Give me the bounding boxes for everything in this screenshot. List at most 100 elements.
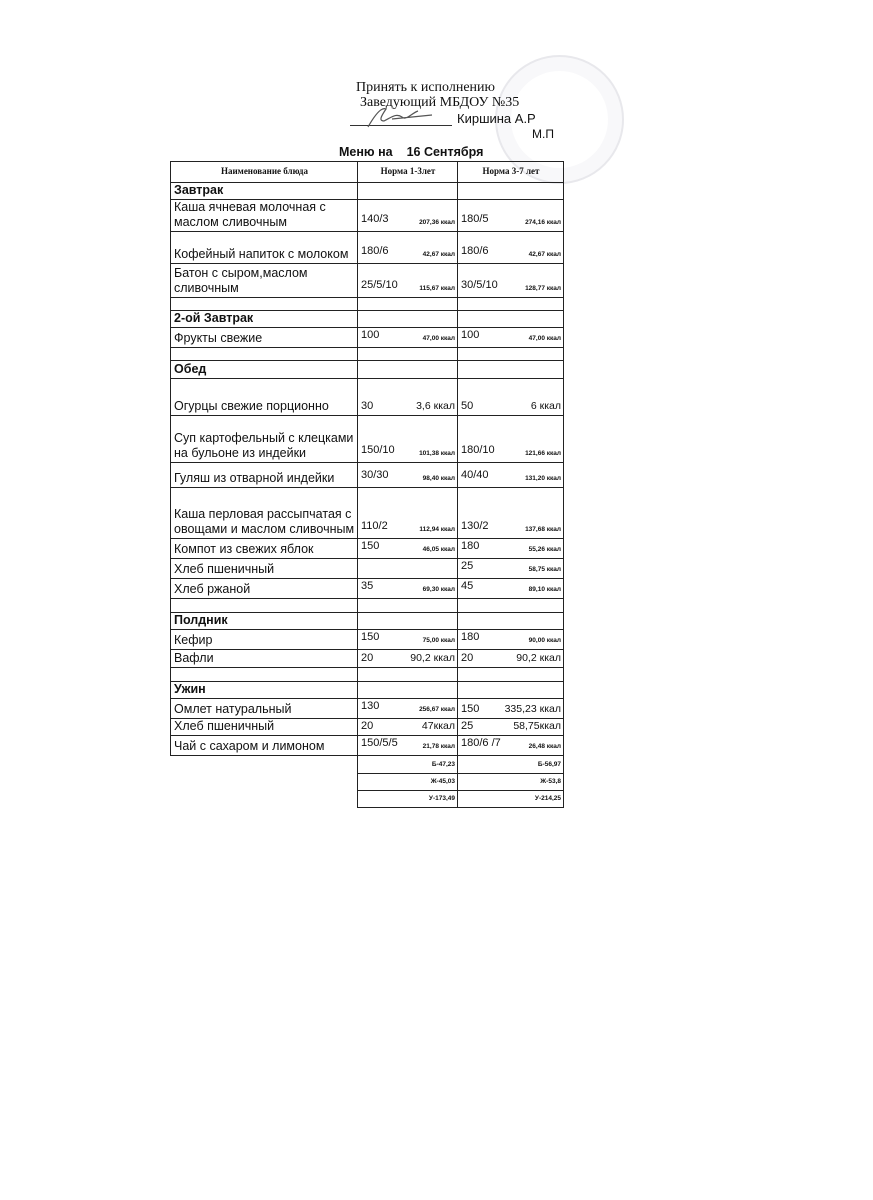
norm-3-7-cell: 180/6 42,67 ккал: [457, 231, 564, 264]
portion-1-3: 30: [361, 400, 374, 412]
dish-name: Хлеб ржаной: [170, 578, 358, 599]
kcal-3-7: 131,20 ккал: [525, 475, 561, 482]
dish-name: Гуляш из отварной индейки: [170, 462, 358, 488]
dish-name: Вафли: [170, 649, 358, 668]
portion-1-3: 35: [361, 580, 374, 592]
dish-row: Хлеб пшеничный 25 58,75 ккал: [170, 558, 564, 579]
portion-1-3: 130: [361, 700, 380, 712]
dish-name: Хлеб пшеничный: [170, 718, 358, 736]
kcal-1-3: 256,67 ккал: [419, 706, 455, 713]
portion-1-3: 180/6: [361, 245, 389, 257]
norm-1-3-cell: 140/3 207,36 ккал: [357, 199, 458, 232]
kcal-1-3: 47,00 ккал: [422, 335, 455, 342]
signature: [350, 108, 452, 128]
portion-3-7: 130/2: [461, 520, 489, 532]
portion-3-7: 100: [461, 329, 480, 341]
dish-name: Фрукты свежие: [170, 327, 358, 348]
totals-row: Ж-45,03 Ж-53,8: [171, 773, 564, 791]
dish-name: Кефир: [170, 629, 358, 650]
portion-3-7: 180: [461, 631, 480, 643]
dish-row: Гуляш из отварной индейки 30/30 98,40 кка…: [170, 462, 564, 488]
dish-name: Хлеб пшеничный: [170, 558, 358, 579]
portion-3-7: 180/6: [461, 245, 489, 257]
kcal-3-7: 89,10 ккал: [528, 586, 561, 593]
kcal-1-3: 207,36 ккал: [419, 219, 455, 226]
stamp-place-label: М.П: [532, 127, 554, 141]
total-1-3: Б-47,23: [357, 755, 458, 774]
dish-row: Каша перловая рассыпчатая с овощами и ма…: [170, 487, 564, 539]
title-label: Меню на: [339, 145, 393, 159]
norm-3-7-cell: 180 55,26 ккал: [457, 538, 564, 559]
portion-3-7: 180/6 /7: [461, 737, 501, 749]
kcal-1-3: 21,78 ккал: [422, 743, 455, 750]
dish-name: Каша перловая рассыпчатая с овощами и ма…: [170, 487, 358, 539]
norm-3-7-cell: 180/6 /7 26,48 ккал: [457, 735, 564, 756]
norm-1-3-cell: 20 47ккал: [357, 718, 458, 736]
dish-row: Батон с сыром,маслом сливочным 25/5/10 11…: [170, 263, 564, 298]
kcal-3-7: 55,26 ккал: [528, 546, 561, 553]
portion-1-3: 20: [361, 720, 374, 732]
kcal-3-7: 6 ккал: [530, 400, 561, 412]
dish-row: Хлеб пшеничный 20 47ккал 25 58,75ккал: [170, 718, 564, 736]
page-title: Меню на 16 Сентября: [339, 145, 483, 159]
dish-row: Омлет натуральный 130 256,67 ккал 150 335,…: [170, 698, 564, 719]
norm-1-3-cell: 150/5/5 21,78 ккал: [357, 735, 458, 756]
kcal-3-7: 274,16 ккал: [525, 219, 561, 226]
empty-row: [170, 297, 564, 311]
dish-name: Каша ячневая молочная с маслом сливочным: [170, 199, 358, 232]
dish-name: Омлет натуральный: [170, 698, 358, 719]
kcal-3-7: 42,67 ккал: [528, 251, 561, 258]
dish-name: Чай с сахаром и лимоном: [170, 735, 358, 756]
portion-3-7: 180: [461, 540, 480, 552]
kcal-3-7: 90,00 ккал: [528, 637, 561, 644]
portion-1-3: 100: [361, 329, 380, 341]
dish-name: Компот из свежих яблок: [170, 538, 358, 559]
dish-row: Чай с сахаром и лимоном 150/5/5 21,78 кка…: [170, 735, 564, 756]
column-header-norm-1-3: Норма 1-3лет: [357, 161, 458, 183]
director-name: Киршина А.Р: [457, 111, 536, 126]
section-row: Полдник: [170, 612, 564, 630]
kcal-1-3: 98,40 ккал: [422, 475, 455, 482]
norm-3-7-cell: 100 47,00 ккал: [457, 327, 564, 348]
kcal-3-7: 90,2 ккал: [516, 652, 561, 664]
empty-row: [170, 667, 564, 682]
section-row: Завтрак: [170, 182, 564, 200]
kcal-1-3: 101,38 ккал: [419, 450, 455, 457]
section-title: Обед: [170, 360, 358, 379]
approval-line: Принять к исполнению: [356, 80, 495, 95]
kcal-3-7: 335,23 ккал: [504, 703, 561, 715]
norm-3-7-cell: 180/10 121,66 ккал: [457, 415, 564, 463]
portion-3-7: 25: [461, 560, 474, 572]
kcal-1-3: 115,67 ккал: [419, 285, 455, 292]
kcal-1-3: 47ккал: [421, 720, 455, 732]
norm-1-3-cell: 35 69,30 ккал: [357, 578, 458, 599]
dish-row: Вафли 20 90,2 ккал 20 90,2 ккал: [170, 649, 564, 668]
column-header-norm-3-7: Норма 3-7 лет: [457, 161, 564, 183]
dish-row: Кефир 150 75,00 ккал 180 90,00 ккал: [170, 629, 564, 650]
portion-3-7: 45: [461, 580, 474, 592]
kcal-1-3: 42,67 ккал: [422, 251, 455, 258]
kcal-1-3: 75,00 ккал: [422, 637, 455, 644]
norm-1-3-cell: 110/2 112,94 ккал: [357, 487, 458, 539]
portion-3-7: 20: [461, 652, 474, 664]
section-row: Ужин: [170, 681, 564, 699]
norm-1-3-cell: 30 3,6 ккал: [357, 378, 458, 416]
norm-3-7-cell: 30/5/10 128,77 ккал: [457, 263, 564, 298]
kcal-3-7: 58,75ккал: [513, 720, 561, 732]
norm-1-3-cell: 100 47,00 ккал: [357, 327, 458, 348]
norm-1-3-cell: 20 90,2 ккал: [357, 649, 458, 668]
norm-3-7-cell: 25 58,75 ккал: [457, 558, 564, 579]
norm-3-7-cell: 130/2 137,68 ккал: [457, 487, 564, 539]
portion-3-7: 180/10: [461, 444, 495, 456]
norm-1-3-cell: 30/30 98,40 ккал: [357, 462, 458, 488]
dish-name: Кофейный напиток с молоком: [170, 231, 358, 264]
norm-3-7-cell: 20 90,2 ккал: [457, 649, 564, 668]
norm-3-7-cell: 25 58,75ккал: [457, 718, 564, 736]
dish-row: Суп картофельный с клецками на бульоне и…: [170, 415, 564, 463]
portion-1-3: 140/3: [361, 213, 389, 225]
portion-1-3: 25/5/10: [361, 279, 398, 291]
portion-3-7: 40/40: [461, 469, 489, 481]
dish-row: Компот из свежих яблок 150 46,05 ккал 180…: [170, 538, 564, 559]
title-date: 16 Сентября: [406, 145, 484, 159]
portion-1-3: 30/30: [361, 469, 389, 481]
